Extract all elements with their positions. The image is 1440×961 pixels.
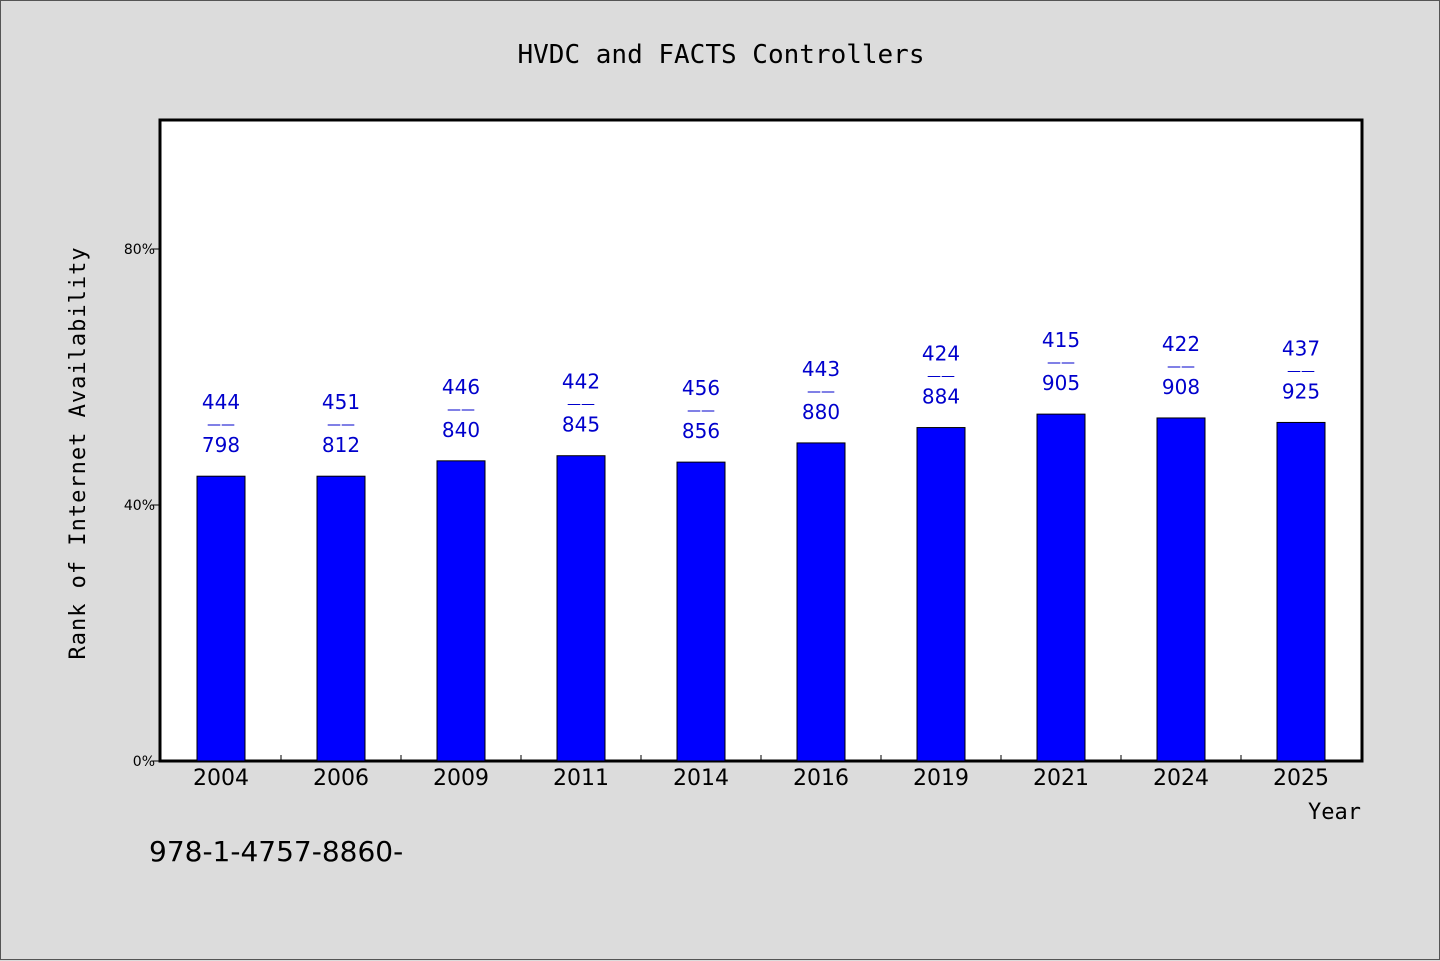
- bar: [1156, 417, 1206, 762]
- y-tick-label: 40%: [124, 498, 155, 514]
- bar-label-top: 444: [202, 390, 240, 414]
- bar-data-label: 437 ——925: [1282, 336, 1320, 403]
- bar-label-separator: ——: [207, 417, 235, 433]
- bar-label-separator: ——: [567, 397, 595, 413]
- bar-data-label: 443 ——880: [802, 357, 840, 424]
- bar-label-top: 422: [1162, 332, 1200, 356]
- x-tick-label: 2014: [673, 766, 729, 791]
- bar-data-label: 422 ——908: [1162, 332, 1200, 399]
- bar-label-bottom: 884: [922, 385, 960, 409]
- bar: [676, 461, 726, 762]
- bar-label-bottom: 798: [202, 433, 240, 457]
- bar-label-top: 443: [802, 357, 840, 381]
- y-axis-label: Rank of Internet Availability: [66, 246, 91, 659]
- bar-label-bottom: 925: [1282, 379, 1320, 403]
- footer-code: 978-1-4757-8860-: [149, 835, 404, 868]
- bar-label-separator: ——: [927, 369, 955, 385]
- bar-label-top: 437: [1282, 336, 1320, 360]
- bar-label-top: 451: [322, 390, 360, 414]
- y-tick-label: 0%: [133, 754, 155, 770]
- bar-label-top: 456: [682, 376, 720, 400]
- bar: [316, 475, 366, 762]
- bar-label-bottom: 908: [1162, 375, 1200, 399]
- y-axis: 0% 40% 80%: [124, 242, 161, 770]
- bar-label-separator: ——: [807, 384, 835, 400]
- x-tick-label: 2006: [313, 766, 369, 791]
- x-tick-label: 2016: [793, 766, 849, 791]
- bar-label-separator: ——: [1167, 359, 1195, 375]
- x-tick-label: 2009: [433, 766, 489, 791]
- bar-label-bottom: 812: [322, 433, 360, 457]
- x-axis-label: Year: [1308, 800, 1361, 825]
- bar-label-top: 424: [922, 342, 960, 366]
- bar-label-top: 415: [1042, 328, 1080, 352]
- bar-series: [196, 413, 1326, 762]
- x-axis: 2004 2006 2009 2011 2014 2016 2019 2021 2024 2025: [193, 755, 1329, 791]
- bar-label-separator: ——: [1047, 355, 1075, 371]
- bar-label-separator: ——: [687, 403, 715, 419]
- data-labels: 444——798451——812446——840442——845456——856…: [202, 328, 1320, 457]
- bar-label-separator: ——: [447, 402, 475, 418]
- bar-data-label: 444 ——798: [202, 390, 240, 457]
- bar: [436, 460, 486, 762]
- chart-title: HVDC and FACTS Controllers: [518, 40, 925, 70]
- bar: [1276, 421, 1326, 762]
- bar-data-label: 451 ——812: [322, 390, 360, 457]
- bar-data-label: 442 ——845: [562, 370, 600, 437]
- x-tick-label: 2021: [1033, 766, 1089, 791]
- bar-label-bottom: 856: [682, 419, 720, 443]
- bar-label-bottom: 845: [562, 413, 600, 437]
- x-tick-label: 2025: [1273, 766, 1329, 791]
- bar-label-bottom: 880: [802, 400, 840, 424]
- bar-label-top: 442: [562, 370, 600, 394]
- bar-label-separator: ——: [1287, 363, 1315, 379]
- x-tick-label: 2004: [193, 766, 249, 791]
- bar-label-bottom: 905: [1042, 371, 1080, 395]
- y-tick-label: 80%: [124, 242, 155, 258]
- bar-data-label: 456 ——856: [682, 376, 720, 443]
- x-tick-label: 2011: [553, 766, 609, 791]
- bar-data-label: 424 ——884: [922, 342, 960, 409]
- bar: [556, 455, 606, 762]
- bar: [916, 427, 966, 762]
- bar-label-top: 446: [442, 375, 480, 399]
- bar: [1036, 413, 1086, 762]
- x-tick-label: 2019: [913, 766, 969, 791]
- x-tick-label: 2024: [1153, 766, 1209, 791]
- bar-label-bottom: 840: [442, 418, 480, 442]
- bar-data-label: 415 ——905: [1042, 328, 1080, 395]
- bar: [196, 475, 246, 762]
- bar-label-separator: ——: [327, 417, 355, 433]
- bar-data-label: 446 ——840: [442, 375, 480, 442]
- bar: [796, 442, 846, 762]
